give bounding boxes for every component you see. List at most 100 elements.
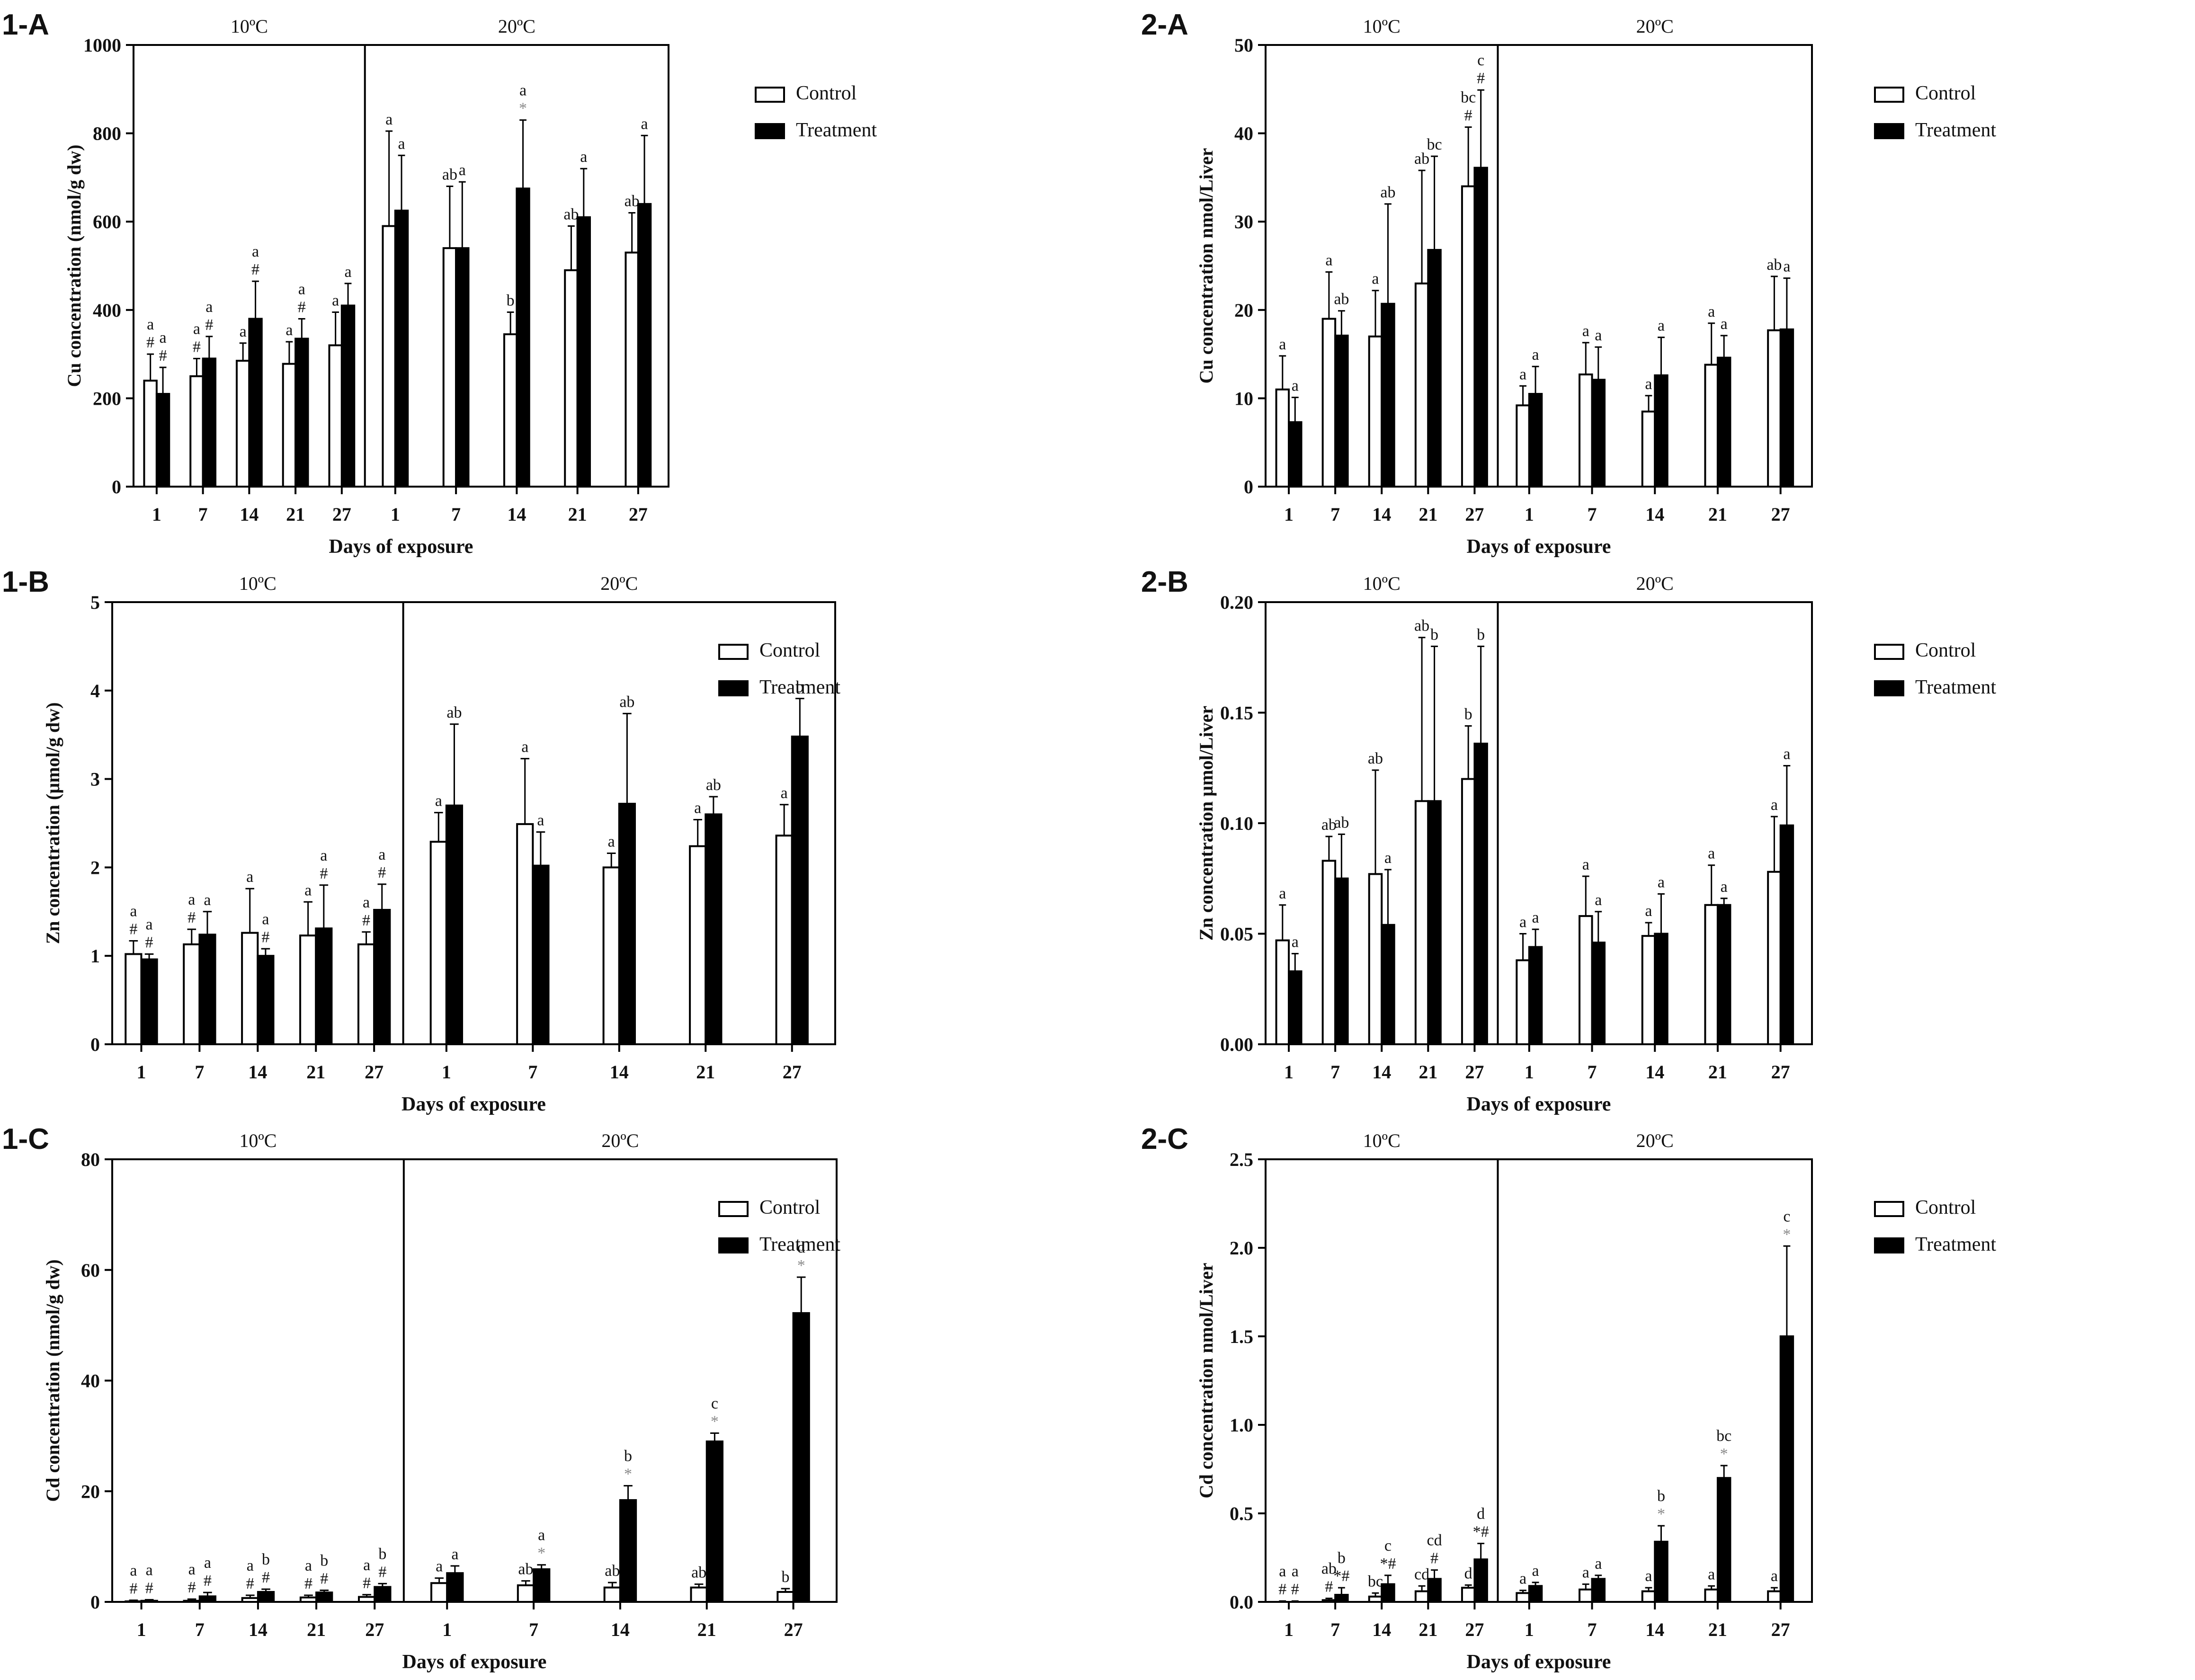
bar-control [503, 333, 518, 488]
bar-treatment [791, 735, 809, 1046]
significance-label: * [797, 1257, 805, 1274]
significance-label: # [1278, 1581, 1286, 1598]
group-label-20c: 20ºC [498, 16, 535, 37]
significance-label: a [1721, 878, 1728, 896]
y-tick-label: 20 [81, 1481, 100, 1502]
significance-label: a [1595, 1555, 1602, 1573]
x-tick-label: 7 [1330, 1061, 1340, 1083]
legend-swatch-treatment [755, 123, 785, 139]
bar-control [183, 1600, 201, 1603]
significance-label: c [1384, 1537, 1392, 1555]
bar-treatment [705, 813, 723, 1045]
group-label-10c: 10ºC [1363, 573, 1401, 594]
y-tick-label: 400 [93, 300, 121, 321]
significance-label: a [1645, 902, 1652, 920]
significance-label: # [1291, 1581, 1299, 1598]
plot-frame [111, 601, 836, 1045]
significance-label: # [246, 1575, 254, 1592]
bar-control [183, 943, 201, 1046]
significance-label: a [537, 812, 544, 829]
bar-treatment [257, 1591, 275, 1603]
x-tick-label: 21 [1708, 1061, 1727, 1083]
bar-treatment [1427, 249, 1442, 488]
bar-treatment [455, 247, 470, 488]
x-tick-label: 27 [1465, 1061, 1484, 1083]
bar-control [776, 1591, 794, 1603]
x-axis-label: Days of exposure [329, 536, 473, 558]
significance-label: c [1783, 1208, 1790, 1225]
significance-label: a [1325, 252, 1332, 269]
x-tick-label: 14 [1372, 1619, 1391, 1640]
x-tick-label: 21 [1419, 1619, 1437, 1640]
significance-label: # [145, 933, 153, 951]
significance-label: a [262, 910, 269, 928]
significance-label: a [1595, 891, 1602, 909]
bar-control [1368, 335, 1383, 488]
bar-control [602, 866, 620, 1046]
y-tick-label: 60 [81, 1260, 100, 1281]
significance-label: a [538, 1527, 545, 1544]
y-tick-label: 0 [1244, 476, 1253, 498]
x-tick-label: 27 [332, 504, 351, 525]
bar-treatment [374, 1586, 392, 1603]
panel-label: 1-B [2, 566, 49, 598]
bar-control [1461, 1587, 1476, 1603]
y-tick-label: 0 [90, 1591, 100, 1613]
x-tick-label: 21 [286, 504, 305, 525]
bar-control [603, 1586, 621, 1603]
significance-label: a [1292, 1563, 1299, 1580]
legend-swatch-treatment [1874, 680, 1904, 696]
x-tick-label: 14 [1645, 504, 1664, 525]
y-tick-label: 2.5 [1230, 1149, 1253, 1170]
x-tick-label: 14 [611, 1619, 630, 1640]
bar-control [299, 1596, 318, 1603]
bar-treatment [1381, 1583, 1395, 1603]
significance-label: a [1384, 849, 1392, 867]
significance-label: *# [1333, 1567, 1349, 1585]
significance-label: d [1464, 1564, 1472, 1582]
bar-control [1275, 939, 1290, 1046]
significance-label: b [262, 1551, 270, 1568]
bar-control [1321, 318, 1337, 488]
bar-treatment [257, 955, 275, 1045]
bar-control [1641, 1590, 1656, 1603]
y-tick-label: 0.15 [1220, 702, 1253, 724]
x-tick-label: 7 [1588, 504, 1597, 525]
bar-control [1767, 329, 1782, 488]
y-axis-label: Cu concentration (nmol/g dw) [63, 144, 85, 387]
bar-treatment [618, 802, 636, 1046]
y-tick-label: 1000 [83, 35, 121, 56]
x-tick-label: 1 [1525, 504, 1534, 525]
significance-label: ab [1414, 150, 1429, 168]
y-tick-label: 2 [90, 857, 100, 878]
x-tick-label: 27 [784, 1619, 803, 1640]
significance-label: a [247, 1557, 254, 1574]
significance-label: a [1532, 909, 1539, 926]
bar-control [1368, 1595, 1383, 1603]
bar-treatment [1381, 924, 1395, 1045]
y-tick-label: 2.0 [1230, 1237, 1253, 1259]
bar-treatment [202, 357, 217, 488]
significance-label: ab [691, 1564, 706, 1582]
significance-label: a [1519, 365, 1526, 383]
significance-label: a [519, 82, 526, 99]
bar-treatment [576, 216, 591, 488]
significance-label: a [1783, 746, 1790, 763]
group-label-20c: 20ºC [1636, 16, 1674, 37]
bar-treatment [1591, 942, 1606, 1046]
bar-control [429, 841, 447, 1046]
bar-control [241, 932, 259, 1045]
legend-swatch-control [718, 1201, 749, 1217]
bar-control [1767, 871, 1782, 1045]
bar-treatment [1528, 1585, 1543, 1603]
significance-label: a [781, 784, 788, 802]
y-tick-label: 0 [90, 1034, 100, 1055]
x-tick-label: 14 [1372, 1061, 1391, 1083]
significance-label: cd [1427, 1532, 1442, 1549]
bar-control [282, 363, 297, 488]
bar-treatment [1591, 1578, 1606, 1603]
x-tick-label: 7 [1588, 1619, 1597, 1640]
bar-control [516, 823, 534, 1046]
bar-treatment [1427, 800, 1442, 1046]
legend-swatch-control [1874, 1201, 1904, 1217]
